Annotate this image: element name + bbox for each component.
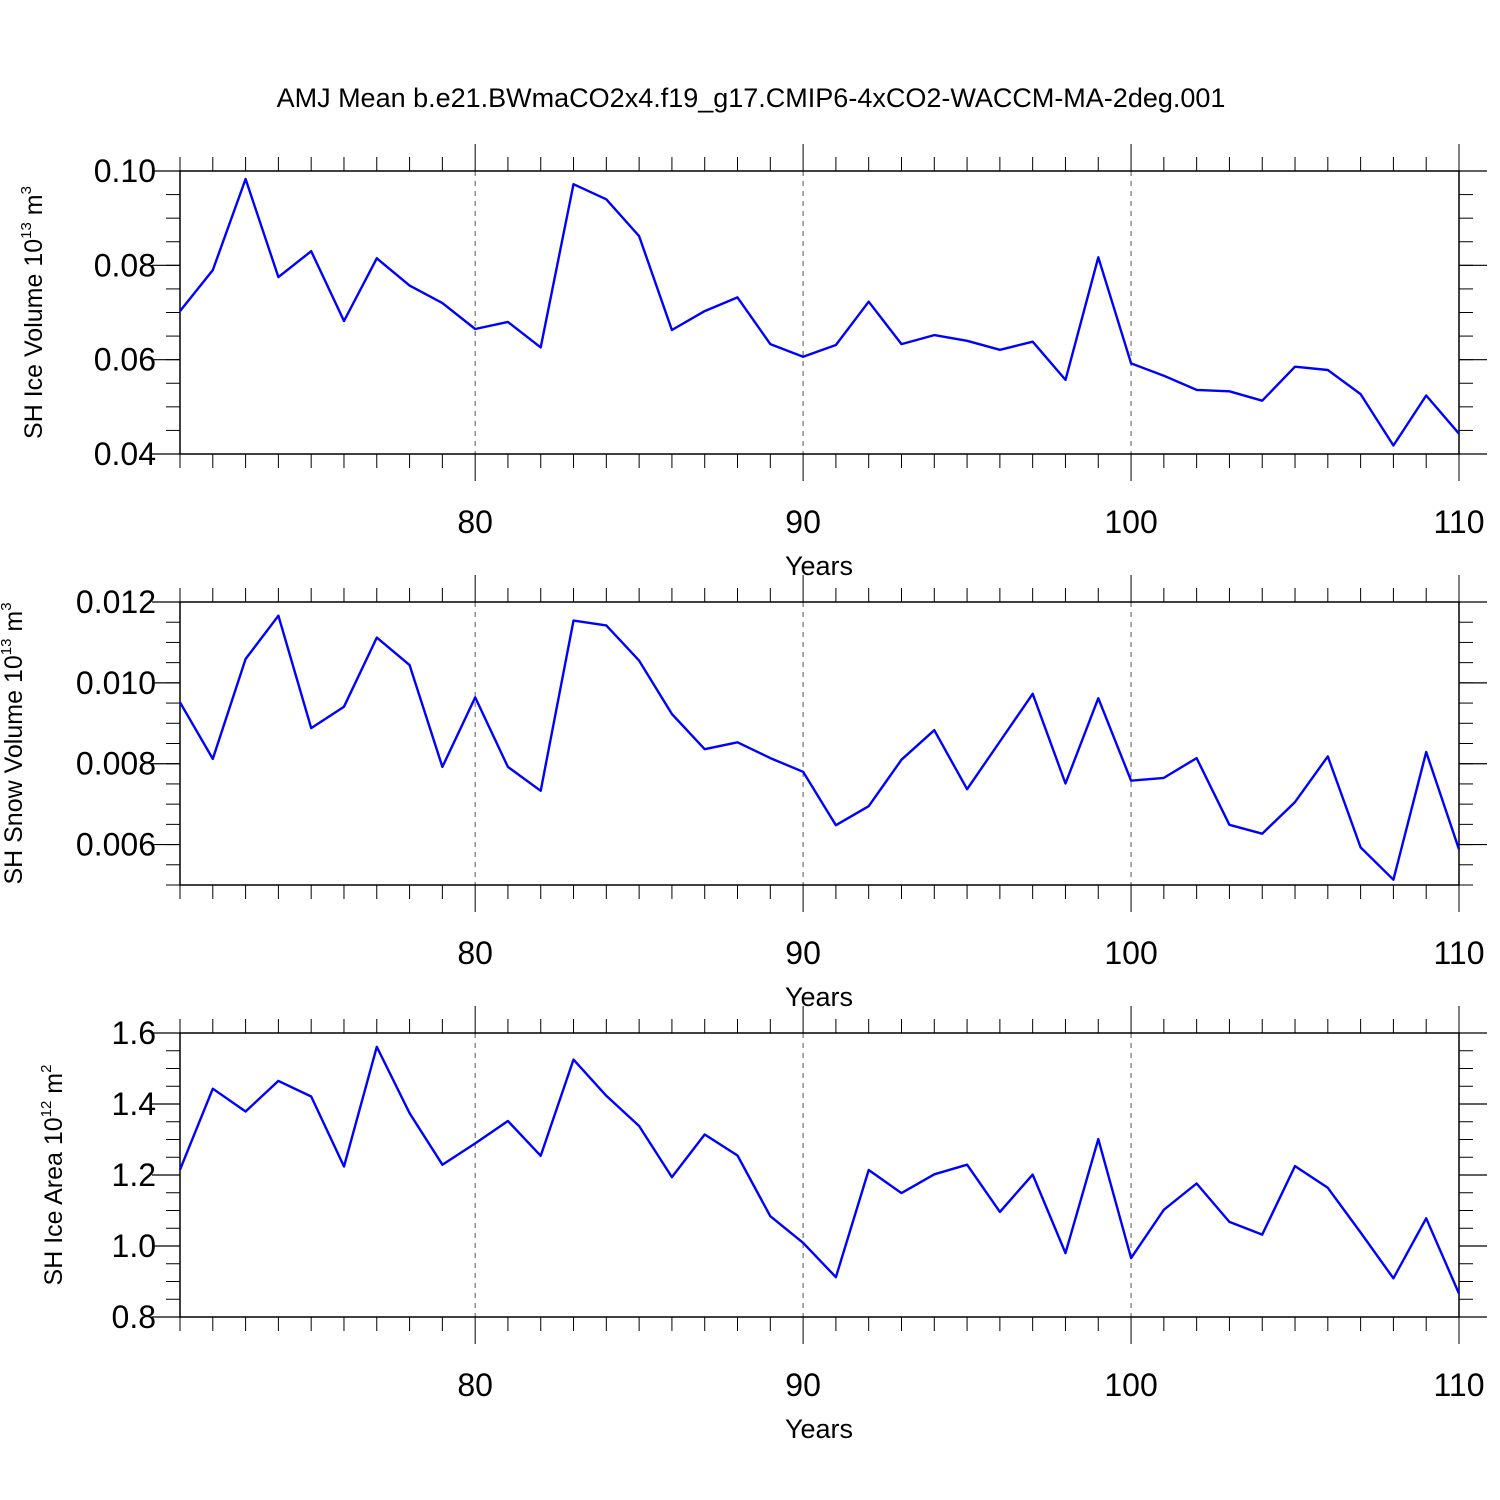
x-tick-label: 90: [785, 1367, 821, 1403]
x-tick-label: 110: [1433, 1367, 1484, 1403]
y-axis-label: SH Snow Volume 1013 m3: [0, 602, 28, 884]
x-tick-label: 90: [785, 935, 821, 971]
y-axis-label-superscript: 13: [18, 222, 35, 239]
y-tick-label: 0.8: [112, 1299, 156, 1335]
series-line: [178, 614, 1461, 881]
y-axis-label-text: m: [20, 194, 48, 222]
series-line: [178, 1045, 1461, 1295]
y-axis-label-text: SH Ice Volume 10: [20, 239, 48, 439]
y-axis-label-text: SH Snow Volume 10: [0, 655, 28, 884]
y-axis-label: SH Ice Volume 1013 m3: [18, 186, 48, 439]
x-axis-label: Years: [785, 1414, 853, 1444]
x-axis-label: Years: [785, 551, 853, 581]
x-tick-label: 100: [1104, 1367, 1157, 1403]
y-axis-label-superscript: 2: [38, 1065, 55, 1073]
y-axis-label-text: SH Ice Area 10: [40, 1117, 68, 1285]
plot-frame: [179, 170, 1460, 455]
y-tick-label: 1.2: [112, 1157, 156, 1193]
y-axis-label-superscript: 12: [38, 1101, 55, 1118]
x-tick-label: 90: [785, 504, 821, 540]
y-tick-label: 0.08: [94, 247, 156, 283]
x-tick-label: 110: [1433, 504, 1484, 540]
figure-title: AMJ Mean b.e21.BWmaCO2x4.f19_g17.CMIP6-4…: [277, 83, 1226, 113]
plot-frame: [179, 601, 1460, 886]
y-tick-label: 1.6: [112, 1015, 156, 1051]
y-tick-label: 0.010: [76, 665, 156, 701]
y-axis-label: SH Ice Area 1012 m2: [38, 1065, 68, 1286]
y-tick-label: 0.06: [94, 342, 156, 378]
y-tick-label: 1.4: [112, 1086, 156, 1122]
y-axis-label-text: m: [0, 611, 28, 639]
x-tick-label: 100: [1104, 504, 1157, 540]
x-tick-label: 80: [457, 935, 493, 971]
y-tick-label: 1.0: [112, 1228, 156, 1264]
x-axis-label: Years: [785, 982, 853, 1012]
y-axis-label-text: m: [40, 1073, 68, 1101]
y-tick-label: 0.012: [76, 584, 156, 620]
x-tick-label: 100: [1104, 935, 1157, 971]
plot-frame: [179, 1032, 1460, 1318]
y-axis-label-superscript: 3: [0, 602, 15, 610]
y-axis-label-superscript: 3: [18, 186, 35, 194]
y-tick-label: 0.10: [94, 153, 156, 189]
y-tick-label: 0.008: [76, 746, 156, 782]
y-tick-label: 0.006: [76, 827, 156, 863]
x-tick-label: 80: [457, 504, 493, 540]
y-tick-label: 0.04: [94, 436, 156, 472]
x-tick-label: 110: [1433, 935, 1484, 971]
y-axis-label-superscript: 13: [0, 639, 15, 656]
series-line: [179, 177, 1460, 447]
x-tick-label: 80: [457, 1367, 493, 1403]
